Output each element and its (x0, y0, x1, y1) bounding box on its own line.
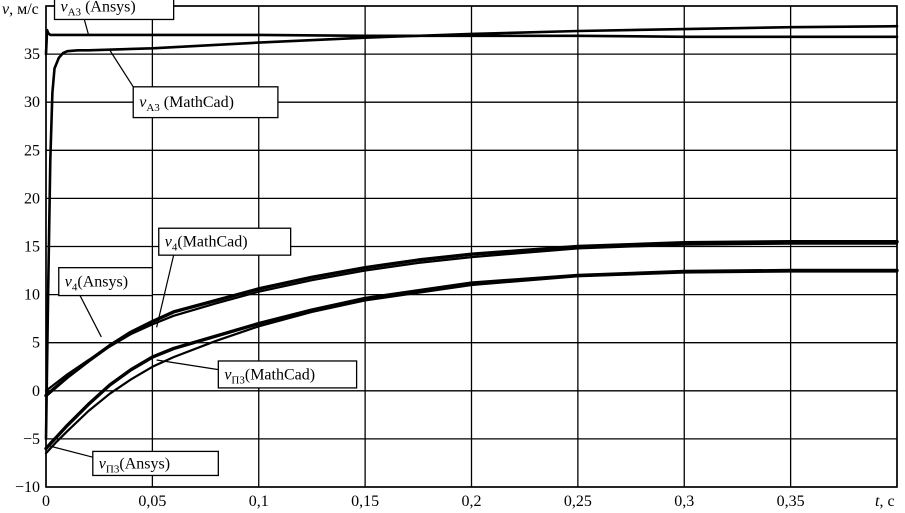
y-axis-label: v, м/с (2, 1, 39, 18)
annotation-label: v4(Ansys) (65, 274, 128, 294)
series-line-vP3-mathcad (44, 268, 899, 451)
y-tick-label: 0 (32, 383, 40, 400)
ann-vP3-mathcad: vП3(MathCad) (156, 359, 358, 389)
y-axis-symbol: v (2, 1, 10, 18)
series-line-v4-mathcad (44, 240, 899, 398)
xlabel-backdrop (873, 492, 897, 511)
y-tick-label: 20 (24, 190, 40, 207)
annotation-symbol: v (139, 94, 147, 111)
annotation-subscript: А3 (68, 6, 82, 18)
annotation-subscript: П3 (231, 374, 245, 386)
x-tick-label: 0,35 (777, 493, 805, 510)
ann-vP3-ansys: vП3(Ansys) (47, 445, 219, 477)
annotation-subscript: П3 (106, 463, 120, 475)
annotation-text: (MathCad) (245, 366, 315, 383)
annotation-leader (156, 255, 175, 328)
x-tick-label: 0,15 (351, 493, 379, 510)
annotation-text: (Ansys) (77, 274, 128, 291)
annotation-leader (47, 445, 93, 458)
ann-v4-mathcad: v4(MathCad) (156, 227, 292, 328)
y-tick-label: −10 (15, 479, 40, 496)
annotation-box (132, 86, 279, 119)
annotation-label: v4(MathCad) (165, 234, 248, 254)
annotation-subscript: 4 (172, 242, 178, 254)
x-tick-label: 0,3 (674, 493, 694, 510)
annotation-box (158, 227, 292, 256)
annotation-text: (Ansys) (119, 455, 170, 472)
annotation-symbol: v (224, 366, 232, 383)
annotation-subscript: А3 (146, 102, 160, 114)
x-axis-unit: , с (879, 493, 894, 510)
x-axis-label: t, с (875, 493, 895, 510)
annotation-symbol: v (99, 455, 107, 472)
annotation-symbol: v (65, 274, 73, 291)
x-tick-label: 0,1 (249, 493, 269, 510)
x-tick-label: 0,25 (564, 493, 592, 510)
y-tick-label: −5 (23, 431, 40, 448)
series-line-vA3-ansys (44, 28, 899, 56)
y-tick-label: 25 (24, 142, 40, 159)
annotation-subscript: 4 (72, 282, 78, 294)
annotation-box (53, 0, 175, 21)
annotation-label: vА3 (MathCad) (139, 94, 234, 114)
ann-vA3-mathcad: vА3 (MathCad) (109, 49, 279, 119)
series-line-vA3-mathcad (44, 24, 899, 441)
y-tick-label: 5 (32, 335, 40, 352)
x-axis-symbol: t (875, 493, 880, 510)
y-tick-label: 35 (24, 46, 40, 63)
ylabel-backdrop (0, 0, 41, 19)
y-tick-label: 10 (24, 287, 40, 304)
annotation-label: vП3(MathCad) (224, 366, 315, 386)
annotation-label: vП3(Ansys) (99, 455, 170, 475)
plot-frame (45, 5, 898, 488)
x-tick-label: 0,05 (138, 493, 166, 510)
annotation-leader (109, 49, 134, 88)
annotation-text: (MathCad) (177, 234, 247, 251)
annotation-leader (83, 19, 90, 36)
x-tick-label: 0 (42, 493, 50, 510)
annotation-box (58, 267, 154, 297)
y-tick-label: 30 (24, 94, 40, 111)
annotation-text: (Ansys) (81, 0, 136, 15)
annotation-label: vА3 (Ansys) (61, 0, 136, 18)
ann-v4-ansys: v4(Ansys) (58, 267, 154, 338)
annotation-symbol: v (61, 0, 69, 15)
annotation-box (92, 450, 219, 477)
annotation-leader (79, 295, 102, 338)
ann-vA3-ansys: vА3 (Ansys) (53, 0, 175, 36)
y-tick-label: 15 (24, 239, 40, 256)
tick-labels: −10−5051015202530354000,050,10,150,20,25… (15, 0, 805, 510)
annotation-text: (MathCad) (160, 94, 234, 111)
annotation-symbol: v (165, 234, 173, 251)
series-lines (44, 24, 899, 455)
y-axis-unit: , м/с (9, 1, 39, 18)
annotations: vА3 (Ansys)vА3 (MathCad)v4(MathCad)v4(An… (47, 0, 358, 477)
annotation-leader (156, 359, 219, 371)
annotation-box (217, 360, 358, 389)
x-tick-label: 0,2 (462, 493, 482, 510)
